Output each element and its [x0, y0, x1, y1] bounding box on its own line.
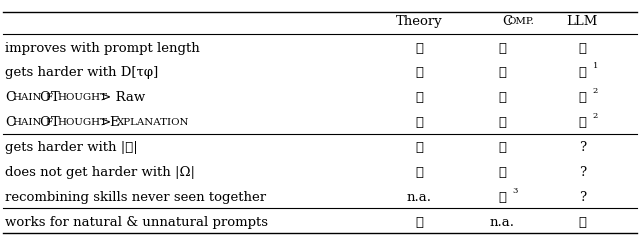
Text: T: T	[51, 91, 60, 104]
Text: ✓: ✓	[499, 116, 506, 129]
Text: ✓: ✓	[499, 66, 506, 79]
Text: HOUGHT: HOUGHT	[58, 93, 108, 102]
Text: ✓: ✓	[499, 141, 506, 154]
Text: F: F	[45, 118, 52, 127]
Text: C: C	[502, 15, 513, 29]
Text: HAIN: HAIN	[13, 93, 42, 102]
Text: ✓: ✓	[579, 91, 586, 104]
Text: OMP.: OMP.	[508, 17, 534, 26]
Text: works for natural & unnatural prompts: works for natural & unnatural prompts	[5, 216, 268, 228]
Text: recombining skills never seen together: recombining skills never seen together	[5, 191, 266, 204]
Text: ?: ?	[579, 166, 586, 179]
Text: > Raw: > Raw	[96, 91, 145, 104]
Text: O: O	[39, 91, 50, 104]
Text: HOUGHT: HOUGHT	[58, 118, 108, 127]
Text: 2: 2	[593, 87, 598, 95]
Text: O: O	[39, 116, 50, 129]
Text: ✓: ✓	[579, 116, 586, 129]
Text: C: C	[5, 116, 15, 129]
Text: Theory: Theory	[396, 15, 443, 29]
Text: does not get harder with |Ω|: does not get harder with |Ω|	[5, 166, 195, 179]
Text: n.a.: n.a.	[406, 191, 432, 204]
Text: XPLANATION: XPLANATION	[117, 118, 189, 127]
Text: LLM: LLM	[566, 15, 598, 29]
Text: gets harder with D[τφ]: gets harder with D[τφ]	[5, 66, 158, 79]
Text: C: C	[5, 91, 15, 104]
Text: HAIN: HAIN	[13, 118, 42, 127]
Text: ✓: ✓	[499, 42, 506, 55]
Text: ✓: ✓	[579, 216, 586, 228]
Text: ✓: ✓	[415, 141, 423, 154]
Text: 3: 3	[513, 187, 518, 194]
Text: ✓: ✓	[415, 42, 423, 55]
Text: 2: 2	[593, 112, 598, 120]
Text: ✓: ✓	[415, 216, 423, 228]
Text: ✓: ✓	[415, 66, 423, 79]
Text: ?: ?	[579, 141, 586, 154]
Text: 1: 1	[593, 62, 598, 70]
Text: n.a.: n.a.	[490, 216, 515, 228]
Text: E: E	[109, 116, 119, 129]
Text: ✓: ✓	[579, 66, 586, 79]
Text: gets harder with |ℱ|: gets harder with |ℱ|	[5, 141, 138, 154]
Text: ✓: ✓	[415, 91, 423, 104]
Text: improves with prompt length: improves with prompt length	[5, 42, 200, 55]
Text: ✓: ✓	[499, 91, 506, 104]
Text: F: F	[45, 93, 52, 102]
Text: T: T	[51, 116, 60, 129]
Text: ✓: ✓	[499, 166, 506, 179]
Text: ✓: ✓	[415, 116, 423, 129]
Text: ✓: ✓	[415, 166, 423, 179]
Text: ✓: ✓	[579, 42, 586, 55]
Text: ✓: ✓	[499, 191, 506, 204]
Text: ?: ?	[579, 191, 586, 204]
Text: >: >	[96, 116, 116, 129]
